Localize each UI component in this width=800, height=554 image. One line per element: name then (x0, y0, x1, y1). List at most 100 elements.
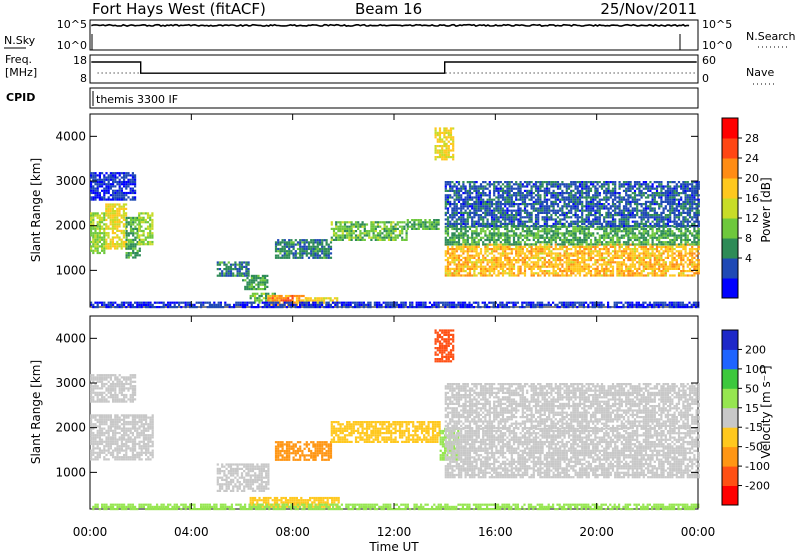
data-cell (473, 216, 476, 219)
data-cell (578, 248, 582, 251)
data-cell (325, 254, 328, 257)
data-cell (479, 238, 483, 242)
data-cell (477, 252, 480, 255)
data-cell (614, 222, 617, 225)
data-cell (227, 268, 230, 271)
data-cell (583, 230, 586, 233)
data-cell (462, 248, 465, 251)
data-cell (600, 254, 604, 257)
data-cell (647, 250, 650, 253)
data-cell (94, 194, 97, 197)
data-cell (350, 223, 353, 226)
data-cell (488, 185, 491, 188)
data-cell (453, 256, 456, 259)
data-cell (631, 192, 634, 195)
data-cell (479, 261, 483, 264)
data-cell (644, 265, 648, 268)
data-cell (642, 234, 645, 237)
data-cell (92, 212, 95, 215)
data-cell (473, 265, 476, 268)
data-cell (642, 238, 645, 242)
data-cell (303, 247, 306, 251)
data-cell (510, 218, 513, 221)
data-cell (693, 274, 696, 277)
data-cell (261, 277, 264, 280)
data-cell (603, 252, 606, 255)
data-cell (475, 243, 478, 246)
data-cell (552, 274, 555, 277)
data-cell (677, 274, 681, 277)
data-cell (567, 243, 571, 246)
data-cell (466, 194, 469, 197)
data-cell (477, 245, 480, 248)
data-cell (415, 223, 418, 226)
data-cell (471, 207, 474, 210)
data-cell (620, 263, 623, 266)
data-cell (451, 189, 454, 192)
data-cell (460, 203, 463, 206)
data-cell (572, 189, 575, 192)
data-cell (504, 220, 507, 223)
data-cell (655, 267, 659, 270)
data-cell (550, 225, 553, 228)
data-cell (444, 270, 447, 273)
data-cell (537, 238, 540, 242)
data-cell (528, 265, 531, 268)
data-cell (337, 227, 340, 230)
data-cell (620, 245, 623, 248)
data-cell (554, 200, 557, 203)
data-cell (609, 181, 612, 184)
data-cell (559, 214, 562, 217)
data-cell (530, 214, 533, 217)
data-cell (475, 263, 478, 266)
data-cell (116, 194, 119, 197)
data-cell (449, 185, 452, 188)
data-cell (541, 183, 544, 186)
data-cell (532, 227, 535, 231)
data-cell (633, 259, 637, 262)
data-cell (453, 200, 456, 203)
data-cell (603, 218, 606, 221)
data-cell (305, 250, 308, 253)
data-cell (662, 227, 665, 231)
data-cell (350, 225, 353, 228)
data-cell (594, 209, 597, 212)
data-cell (666, 245, 670, 248)
data-cell (605, 272, 608, 275)
data-cell (466, 250, 469, 253)
data-cell (534, 241, 538, 244)
data-cell (90, 223, 93, 226)
data-cell (314, 250, 317, 253)
data-cell (589, 274, 593, 277)
data-cell (611, 241, 615, 244)
data-cell (339, 238, 342, 241)
data-cell (132, 234, 135, 237)
data-cell (677, 263, 681, 266)
data-cell (140, 238, 143, 241)
data-cell (276, 294, 279, 298)
data-cell (350, 238, 353, 241)
data-cell (444, 267, 447, 270)
data-cell (363, 225, 366, 228)
data-cell (636, 274, 639, 277)
data-cell (401, 227, 404, 230)
data-cell (614, 192, 617, 195)
data-cell (473, 225, 476, 228)
data-cell (585, 252, 588, 255)
data-cell (457, 261, 461, 264)
data-cell (279, 243, 282, 246)
data-cell (447, 131, 450, 134)
data-cell (475, 254, 478, 257)
data-cell (600, 205, 604, 208)
data-cell (541, 203, 544, 206)
data-cell (574, 267, 577, 270)
data-cell (464, 270, 467, 273)
data-cell (627, 236, 630, 239)
data-cell (490, 205, 494, 208)
data-cell (517, 203, 520, 206)
data-cell (249, 294, 252, 298)
data-cell (629, 274, 632, 277)
data-cell (508, 248, 511, 251)
data-cell (640, 243, 643, 246)
data-cell (605, 192, 608, 195)
